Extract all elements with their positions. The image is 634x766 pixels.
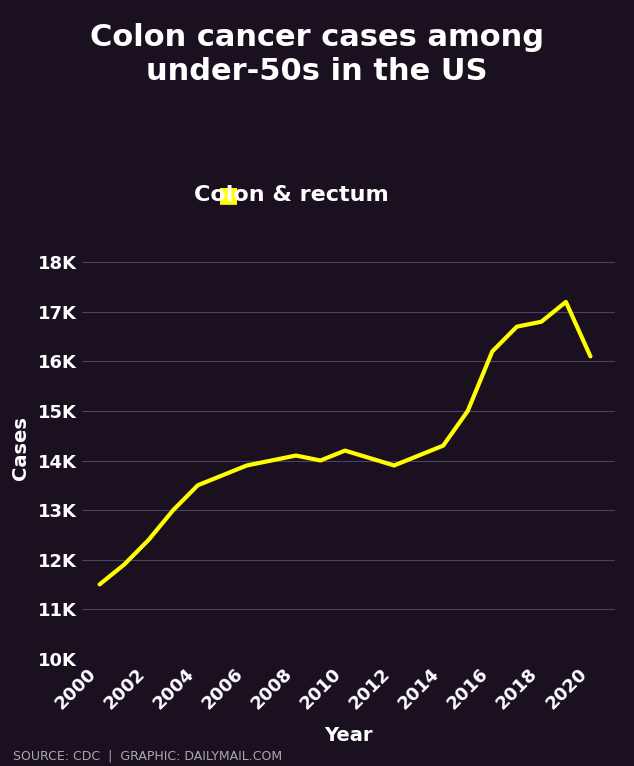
X-axis label: Year: Year xyxy=(325,726,373,745)
Text: ■: ■ xyxy=(217,185,239,205)
Text: Colon cancer cases among
under-50s in the US: Colon cancer cases among under-50s in th… xyxy=(90,23,544,86)
Text: SOURCE: CDC  |  GRAPHIC: DAILYMAIL.COM: SOURCE: CDC | GRAPHIC: DAILYMAIL.COM xyxy=(13,749,281,762)
Text: Colon & rectum: Colon & rectum xyxy=(194,185,389,205)
Y-axis label: Cases: Cases xyxy=(11,416,30,480)
